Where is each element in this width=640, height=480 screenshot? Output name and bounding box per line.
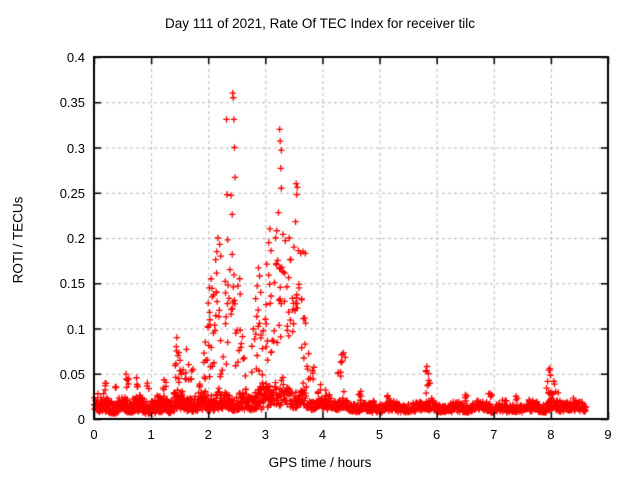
x-tick-label: 0: [90, 427, 98, 442]
y-tick-label: 0.3: [66, 140, 85, 156]
x-tick-label: 6: [433, 427, 441, 442]
x-tick-label: 3: [261, 427, 269, 442]
y-tick-label: 0.35: [59, 95, 85, 111]
y-tick-label: 0: [77, 412, 85, 427]
x-tick-label: 7: [490, 427, 498, 442]
y-tick-label: 0.1: [66, 321, 85, 337]
chart-title: Day 111 of 2021, Rate Of TEC Index for r…: [165, 16, 475, 31]
x-tick-label: 2: [204, 427, 212, 442]
y-tick-label: 0.05: [59, 366, 85, 382]
y-tick-label: 0.25: [59, 185, 85, 201]
y-tick-label: 0.2: [66, 231, 85, 246]
x-tick-label: 8: [547, 427, 555, 442]
y-tick-label: 0.4: [66, 50, 85, 65]
x-tick-label: 4: [318, 427, 327, 442]
x-tick-label: 9: [604, 427, 612, 442]
x-axis-label: GPS time / hours: [268, 455, 372, 470]
y-tick-label: 0.15: [59, 276, 85, 292]
x-tick-label: 1: [147, 427, 155, 442]
x-tick-label: 5: [375, 427, 384, 442]
